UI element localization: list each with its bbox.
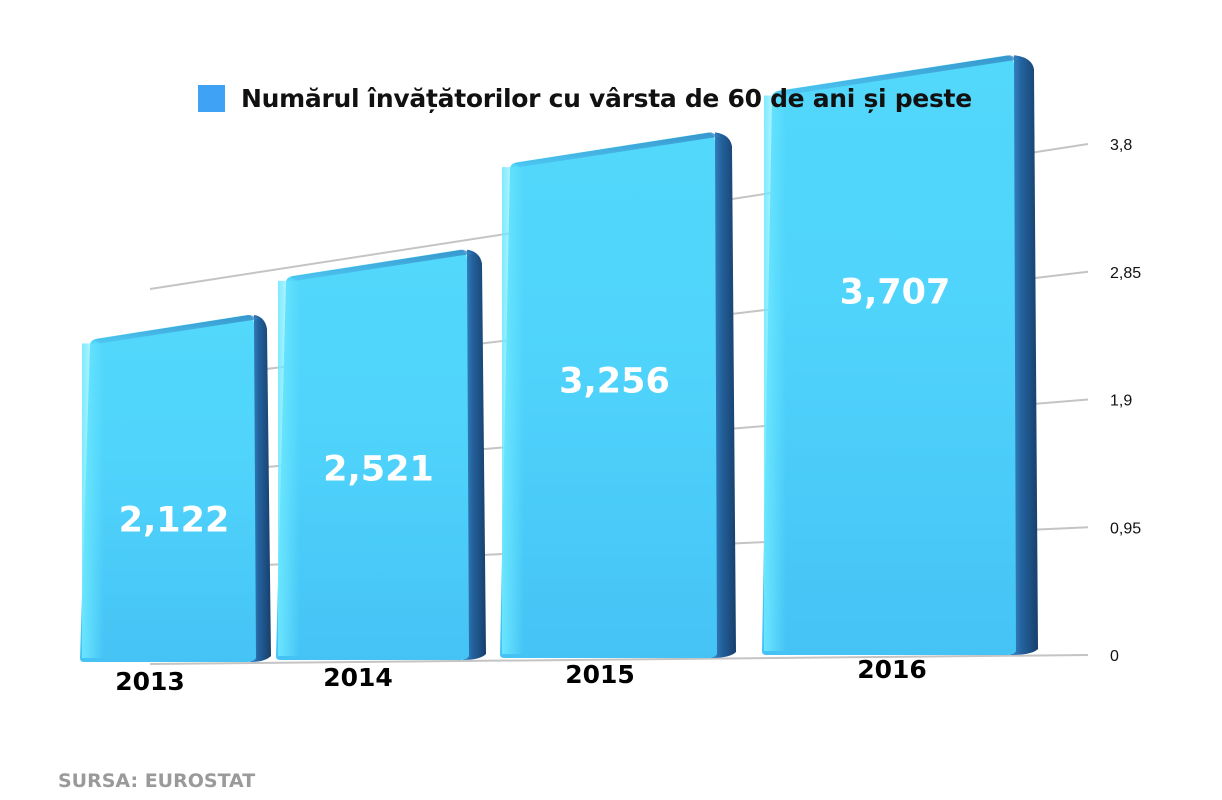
x-tick-label: 2013 xyxy=(115,667,185,696)
bar-top xyxy=(94,314,260,344)
gridline xyxy=(149,654,1089,665)
y-tick-label: 0 xyxy=(1110,648,1119,665)
bar-2013: 2,122 xyxy=(80,314,271,662)
source-note: SURSA: EUROSTAT xyxy=(58,770,256,792)
data-label: 2,521 xyxy=(323,449,434,489)
bar-front xyxy=(80,314,256,662)
bar-side xyxy=(463,249,486,660)
x-axis-labels: 2013 2014 2015 2016 xyxy=(115,655,927,696)
x-tick-label: 2016 xyxy=(857,655,927,684)
bar-highlight xyxy=(82,343,104,658)
bar-top xyxy=(290,249,473,281)
data-label: 2,122 xyxy=(119,501,230,541)
bars: 2,122 2,521 3,256 3,707 xyxy=(80,55,1038,662)
bar-front xyxy=(500,132,717,658)
x-tick-label: 2015 xyxy=(565,660,635,689)
legend: Numărul învățătorilor cu vârsta de 60 de… xyxy=(198,84,972,113)
bar-highlight xyxy=(502,167,524,654)
bar-front xyxy=(276,249,469,660)
bar-2014: 2,521 xyxy=(276,249,486,660)
legend-swatch xyxy=(198,85,225,112)
bar-side xyxy=(1010,55,1038,655)
bar-highlight xyxy=(278,280,300,656)
x-tick-label: 2014 xyxy=(323,663,393,692)
bar-front xyxy=(762,55,1016,655)
bar-2015: 3,256 xyxy=(500,132,736,658)
y-axis-ticks: 0 0,95 1,9 2,85 3,8 xyxy=(1110,137,1141,665)
bar-side xyxy=(711,132,736,658)
y-tick-label: 0,95 xyxy=(1110,520,1141,537)
bar-top xyxy=(776,55,1020,96)
y-tick-label: 2,85 xyxy=(1110,265,1141,282)
legend-label: Numărul învățătorilor cu vârsta de 60 de… xyxy=(241,84,972,113)
data-label: 3,707 xyxy=(840,272,951,312)
bar-highlight xyxy=(764,95,786,651)
bar-top xyxy=(514,132,721,168)
y-tick-label: 1,9 xyxy=(1110,393,1132,410)
y-tick-label: 3,8 xyxy=(1110,137,1132,154)
data-label: 3,256 xyxy=(559,362,670,402)
bar-2016: 3,707 xyxy=(762,55,1038,655)
